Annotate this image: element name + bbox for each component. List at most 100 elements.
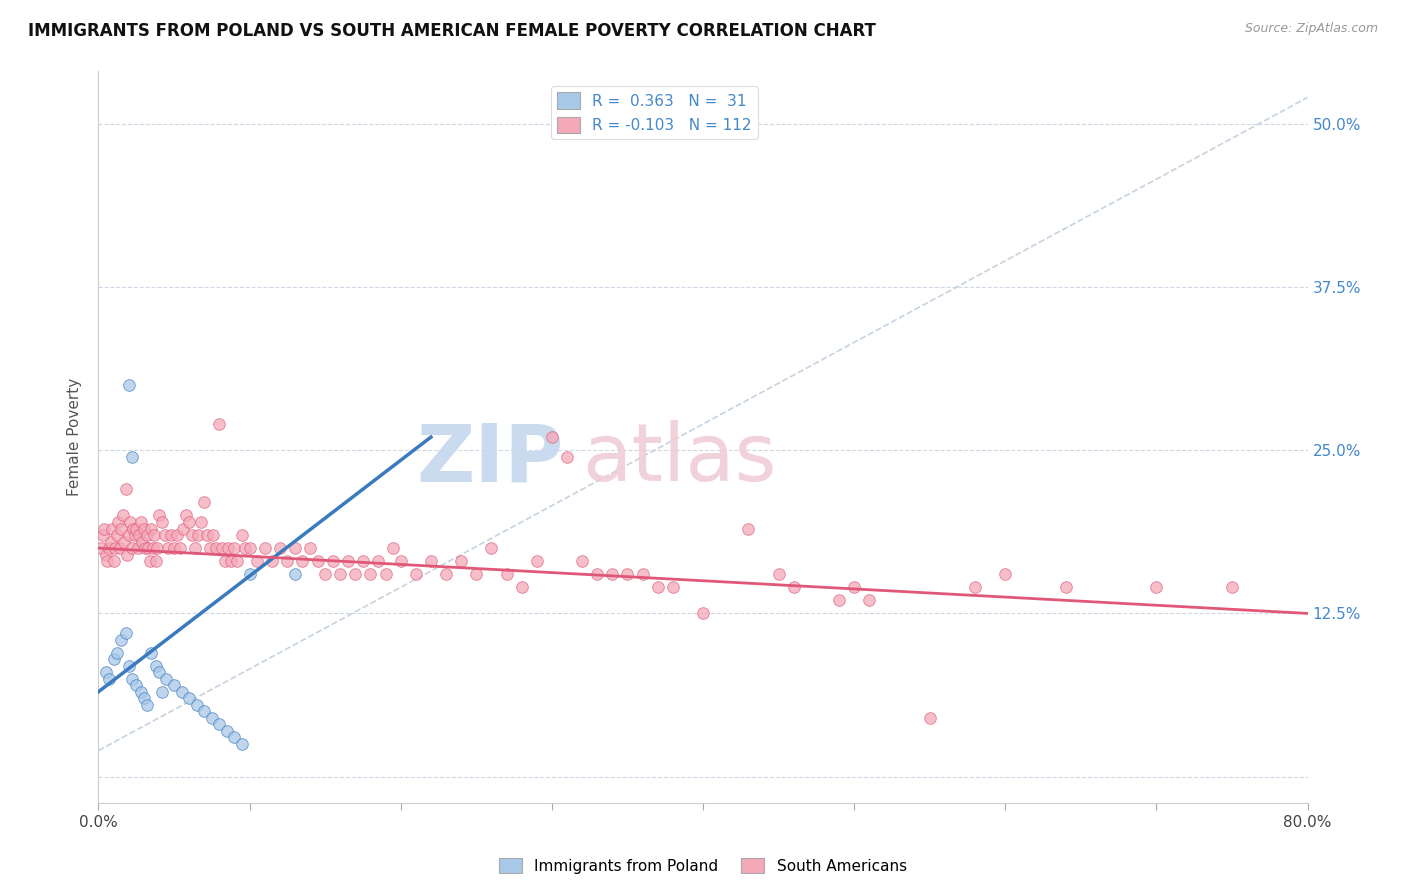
Point — [150, 685, 173, 699]
Point — [122, 521, 145, 535]
Point — [143, 528, 166, 542]
Point — [163, 678, 186, 692]
Point — [129, 515, 152, 529]
Point — [150, 515, 173, 529]
Point — [844, 580, 866, 594]
Point — [495, 567, 517, 582]
Point — [284, 541, 307, 555]
Point — [231, 737, 253, 751]
Point — [224, 541, 246, 555]
Point — [783, 580, 806, 594]
Point — [211, 541, 233, 555]
Point — [145, 554, 167, 568]
Point — [103, 554, 125, 568]
Point — [105, 528, 128, 542]
Point — [200, 541, 222, 555]
Point — [160, 528, 183, 542]
Point — [631, 567, 654, 582]
Point — [145, 658, 167, 673]
Point — [118, 658, 141, 673]
Point — [179, 515, 201, 529]
Point — [121, 672, 143, 686]
Point — [115, 548, 138, 562]
Point — [93, 521, 115, 535]
Point — [134, 541, 156, 555]
Point — [918, 711, 941, 725]
Point — [146, 541, 169, 555]
Point — [540, 430, 562, 444]
Point — [510, 580, 533, 594]
Point — [172, 521, 194, 535]
Point — [202, 528, 225, 542]
Point — [90, 541, 112, 555]
Point — [105, 646, 128, 660]
Point — [156, 541, 179, 555]
Point — [131, 534, 153, 549]
Point — [214, 554, 236, 568]
Point — [141, 646, 163, 660]
Point — [344, 567, 367, 582]
Point — [129, 685, 152, 699]
Point — [166, 528, 188, 542]
Point — [965, 580, 987, 594]
Point — [100, 534, 122, 549]
Point — [291, 554, 314, 568]
Point — [405, 567, 427, 582]
Point — [114, 626, 136, 640]
Text: IMMIGRANTS FROM POLAND VS SOUTH AMERICAN FEMALE POVERTY CORRELATION CHART: IMMIGRANTS FROM POLAND VS SOUTH AMERICAN… — [28, 22, 876, 40]
Point — [1220, 580, 1243, 594]
Point — [205, 541, 228, 555]
Point — [193, 495, 215, 509]
Point — [616, 567, 638, 582]
Point — [195, 528, 218, 542]
Point — [96, 554, 118, 568]
Point — [246, 554, 269, 568]
Point — [186, 698, 208, 712]
Point — [450, 554, 472, 568]
Point — [155, 672, 177, 686]
Point — [190, 515, 212, 529]
Point — [163, 541, 186, 555]
Point — [239, 567, 262, 582]
Point — [226, 554, 249, 568]
Point — [141, 521, 163, 535]
Point — [121, 450, 143, 464]
Point — [336, 554, 359, 568]
Point — [481, 541, 503, 555]
Point — [114, 483, 136, 497]
Point — [108, 541, 131, 555]
Point — [187, 528, 209, 542]
Point — [269, 541, 291, 555]
Point — [239, 541, 262, 555]
Point — [389, 554, 412, 568]
Point — [224, 731, 246, 745]
Point — [193, 705, 215, 719]
Point — [121, 541, 143, 555]
Point — [103, 652, 125, 666]
Point — [692, 607, 714, 621]
Point — [139, 554, 162, 568]
Point — [367, 554, 389, 568]
Point — [148, 665, 170, 680]
Point — [132, 521, 155, 535]
Point — [465, 567, 488, 582]
Point — [94, 665, 117, 680]
Point — [118, 528, 141, 542]
Point — [101, 521, 124, 535]
Point — [262, 554, 284, 568]
Point — [329, 567, 352, 582]
Point — [253, 541, 276, 555]
Point — [91, 528, 114, 542]
Point — [586, 567, 609, 582]
Point — [994, 567, 1017, 582]
Point — [737, 521, 759, 535]
Point — [184, 541, 207, 555]
Point — [768, 567, 790, 582]
Point — [647, 580, 669, 594]
Point — [233, 541, 256, 555]
Point — [98, 672, 121, 686]
Point — [314, 567, 336, 582]
Point — [136, 541, 159, 555]
Text: ZIP: ZIP — [416, 420, 564, 498]
Text: atlas: atlas — [582, 420, 776, 498]
